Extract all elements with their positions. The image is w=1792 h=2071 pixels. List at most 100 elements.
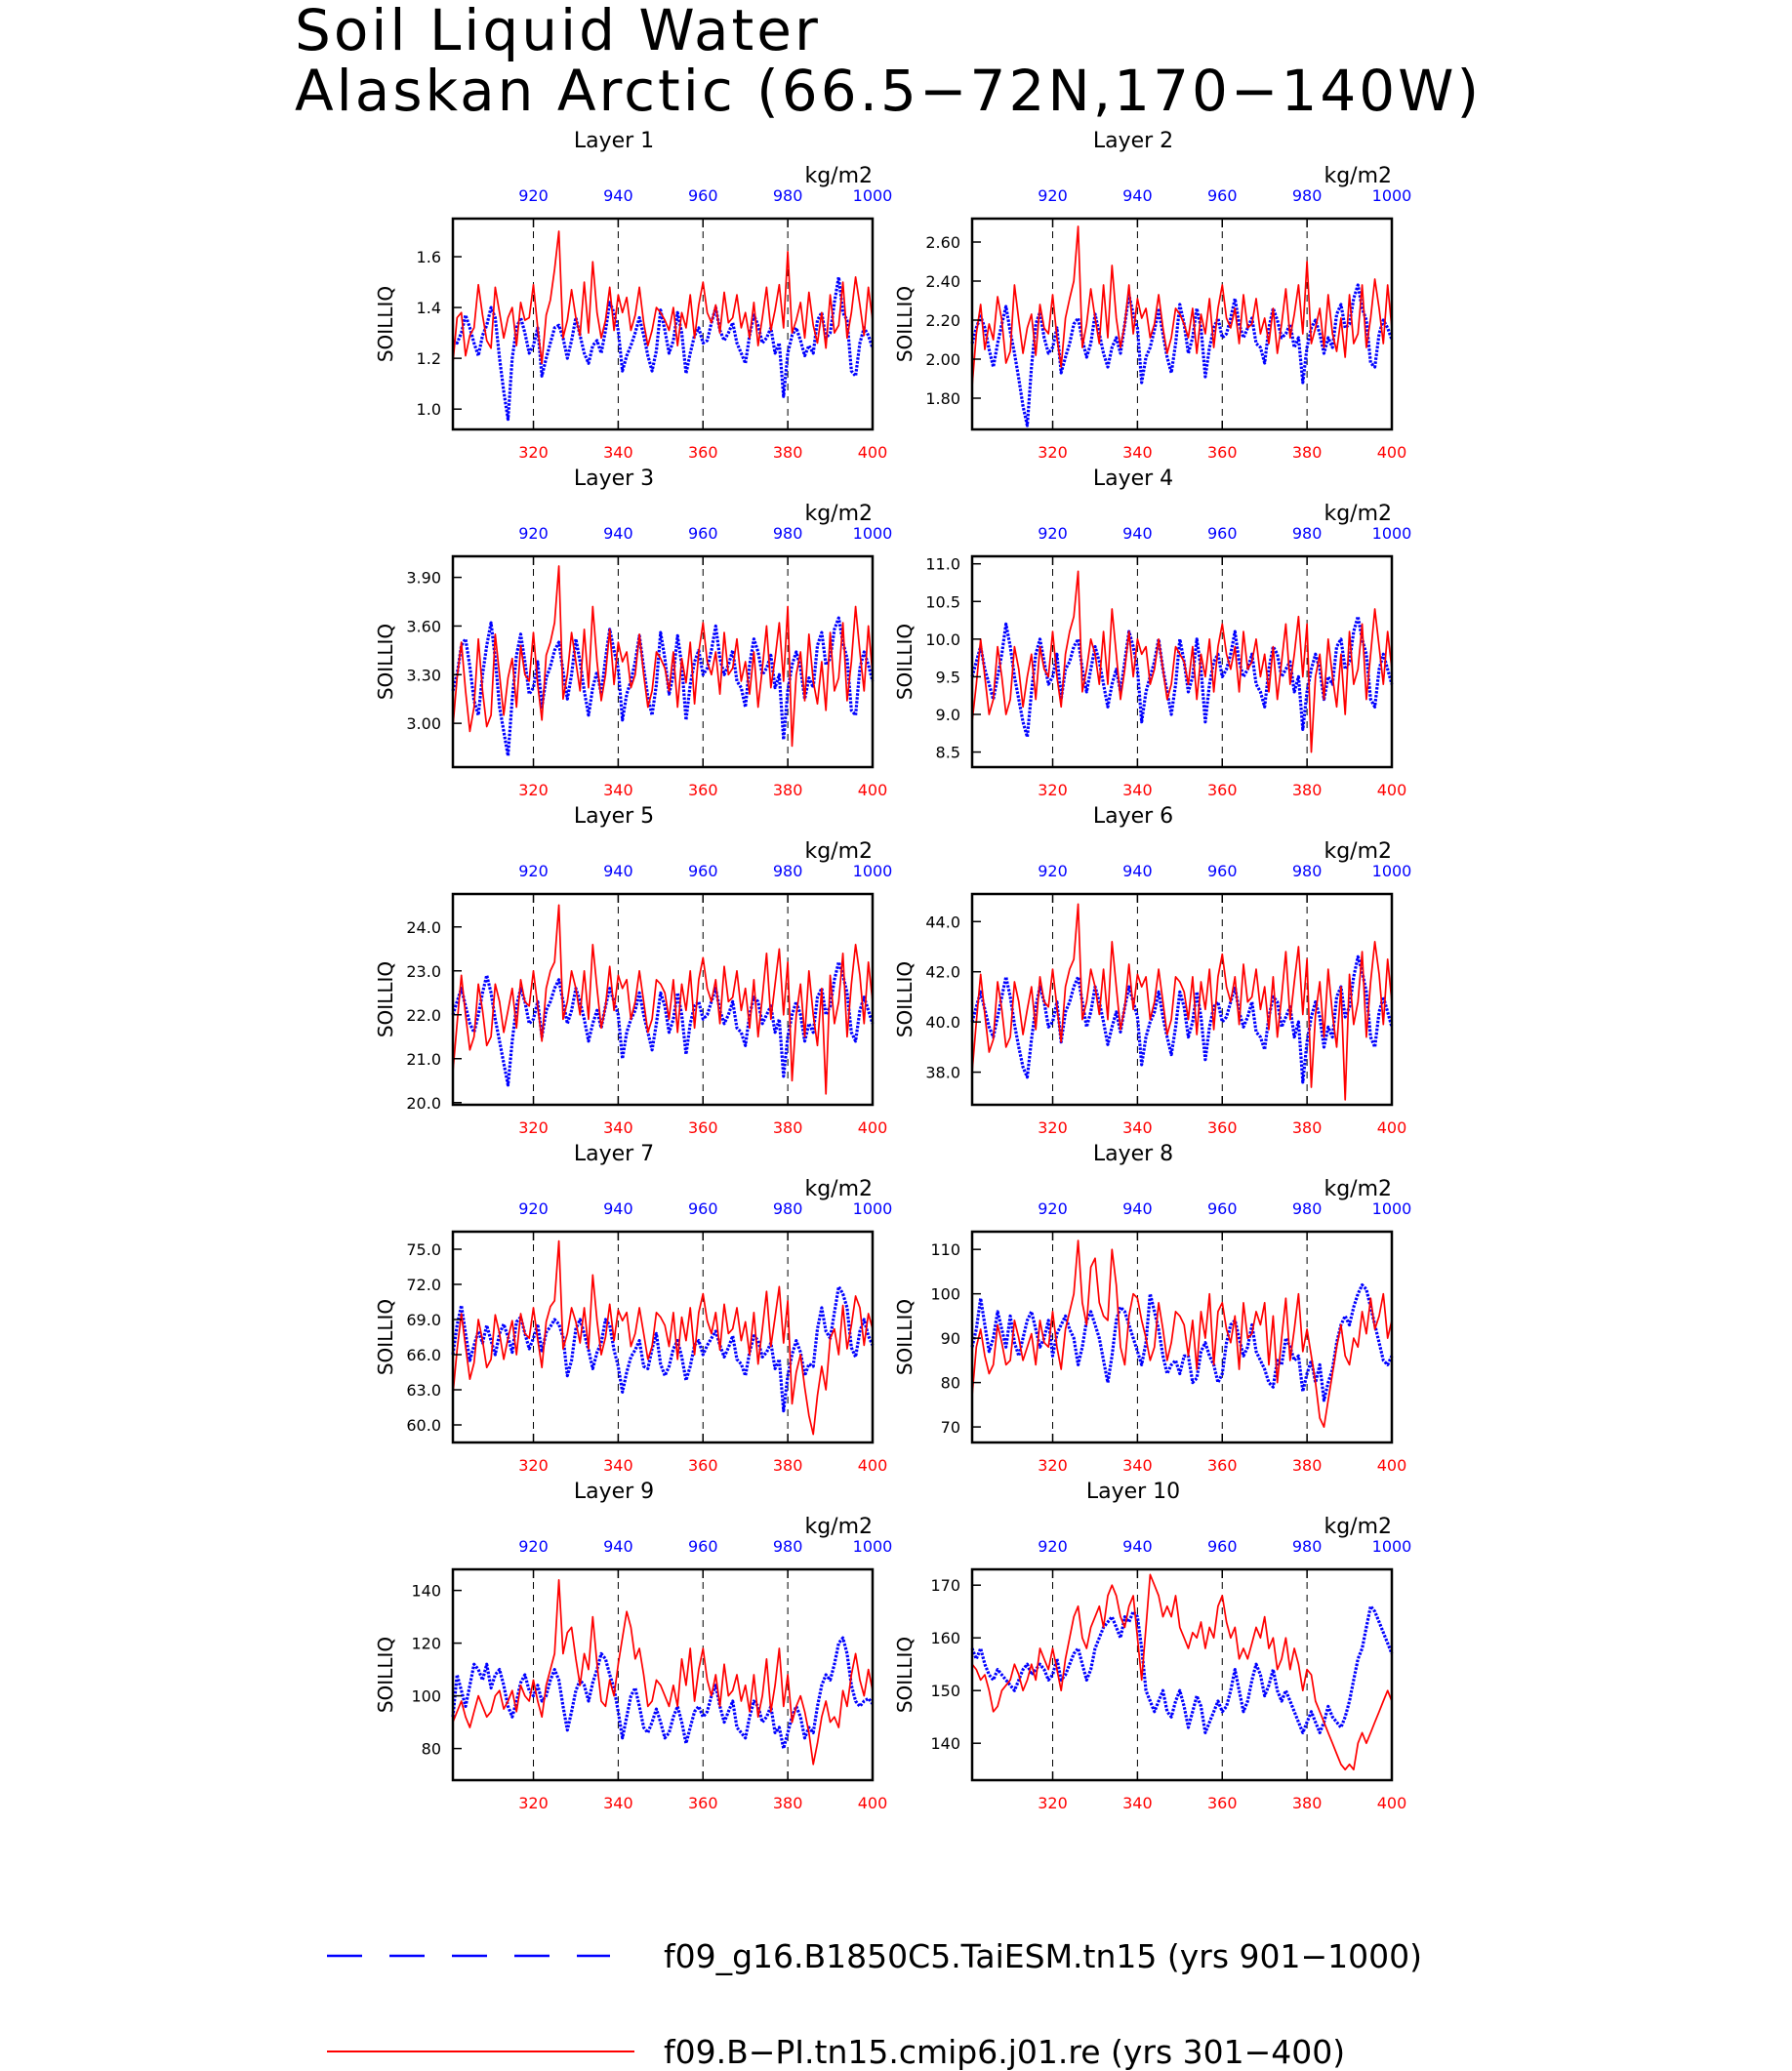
y-tick-label: 24.0 bbox=[406, 918, 441, 937]
x-tick-label-bottom: 320 bbox=[1038, 781, 1068, 799]
x-tick-label-bottom: 380 bbox=[773, 1118, 803, 1137]
x-tick-label-bottom: 380 bbox=[773, 1794, 803, 1812]
panel-title: Layer 8 bbox=[1093, 1142, 1173, 1166]
panel-title: Layer 9 bbox=[574, 1480, 654, 1504]
x-tick-label-bottom: 400 bbox=[1377, 1794, 1407, 1812]
y-tick-label: 2.20 bbox=[925, 311, 960, 330]
plot-frame bbox=[451, 217, 875, 431]
x-tick-label-top: 980 bbox=[773, 1537, 803, 1556]
x-tick-label-top: 920 bbox=[1038, 1199, 1068, 1218]
x-tick-label-bottom: 380 bbox=[1292, 781, 1323, 799]
y-tick-label: 160 bbox=[930, 1629, 960, 1647]
panel-title: Layer 7 bbox=[574, 1142, 654, 1166]
x-tick-label-top: 980 bbox=[773, 524, 803, 543]
x-tick-label-bottom: 400 bbox=[1377, 443, 1407, 462]
plot-frame bbox=[451, 554, 875, 769]
x-tick-label-top: 980 bbox=[1292, 1199, 1323, 1218]
series-line-case1 bbox=[970, 1282, 1394, 1402]
panel-title: Layer 3 bbox=[574, 467, 654, 491]
title-line-2: Alaskan Arctic (66.5−72N,170−140W) bbox=[295, 58, 1483, 124]
x-tick-label-bottom: 320 bbox=[518, 1794, 549, 1812]
x-tick-label-top: 920 bbox=[518, 862, 549, 880]
legend: f09_g16.B1850C5.TaiESM.tn15 (yrs 901−100… bbox=[327, 1937, 1422, 2071]
series-line-case2 bbox=[971, 1573, 1393, 1771]
x-tick-label-bottom: 380 bbox=[773, 781, 803, 799]
panel-layer-8: Layer 8 kg/m2 320 340 360 380 400 920 940 960 980 1… bbox=[893, 1142, 1411, 1475]
x-tick-label-top: 960 bbox=[688, 186, 718, 205]
x-tick-label-bottom: 320 bbox=[518, 443, 549, 462]
y-axis-label: SOILLIQ bbox=[374, 286, 397, 362]
y-tick-label: 150 bbox=[930, 1682, 960, 1700]
y-axis-label: SOILLIQ bbox=[374, 961, 397, 1037]
y-tick-label: 10.0 bbox=[925, 630, 960, 649]
y-axis-label: SOILLIQ bbox=[893, 1299, 916, 1375]
plot-frame bbox=[451, 1567, 875, 1782]
x-tick-label-top: 980 bbox=[1292, 524, 1323, 543]
plot-frame bbox=[970, 1230, 1394, 1444]
x-tick-label-bottom: 400 bbox=[858, 781, 888, 799]
series-line-case2 bbox=[452, 230, 874, 365]
y-axis-label: SOILLIQ bbox=[893, 286, 916, 362]
y-tick-label: 2.60 bbox=[925, 233, 960, 252]
x-tick-label-top: 940 bbox=[603, 186, 633, 205]
panel-layer-4: Layer 4 kg/m2 320 340 360 380 400 920 940 960 980 1… bbox=[893, 467, 1411, 799]
plot-frame bbox=[970, 554, 1394, 769]
y-tick-label: 90 bbox=[941, 1329, 960, 1348]
y-tick-label: 100 bbox=[411, 1687, 441, 1706]
x-tick-label-top: 980 bbox=[773, 186, 803, 205]
x-tick-label-bottom: 360 bbox=[688, 443, 718, 462]
x-tick-label-top: 940 bbox=[603, 1199, 633, 1218]
legend-label-case1: f09_g16.B1850C5.TaiESM.tn15 (yrs 901−100… bbox=[664, 1937, 1422, 1975]
x-tick-label-top: 940 bbox=[1122, 524, 1153, 543]
x-tick-label-top: 1000 bbox=[1372, 1199, 1412, 1218]
y-tick-label: 3.90 bbox=[406, 569, 441, 588]
panel-title: Layer 2 bbox=[1093, 129, 1173, 153]
panel-title: Layer 1 bbox=[574, 129, 654, 153]
panel-layer-10: Layer 10 kg/m2 320 340 360 380 400 920 940 960 980… bbox=[893, 1480, 1411, 1812]
x-tick-label-bottom: 400 bbox=[858, 1456, 888, 1475]
y-tick-label: 1.6 bbox=[417, 248, 441, 266]
x-tick-label-top: 960 bbox=[688, 1537, 718, 1556]
x-tick-label-top: 940 bbox=[1122, 186, 1153, 205]
units-label: kg/m2 bbox=[1324, 1515, 1392, 1539]
plot-frame bbox=[451, 1230, 875, 1444]
units-label: kg/m2 bbox=[804, 164, 873, 188]
units-label: kg/m2 bbox=[804, 1515, 873, 1539]
y-tick-label: 20.0 bbox=[406, 1094, 441, 1113]
y-tick-label: 66.0 bbox=[406, 1346, 441, 1364]
y-tick-label: 1.4 bbox=[417, 299, 441, 317]
y-tick-label: 80 bbox=[941, 1374, 960, 1393]
y-axis-label: SOILLIQ bbox=[374, 624, 397, 700]
y-tick-label: 23.0 bbox=[406, 962, 441, 981]
y-tick-label: 63.0 bbox=[406, 1381, 441, 1400]
units-label: kg/m2 bbox=[804, 1177, 873, 1201]
title-line-1: Soil Liquid Water bbox=[295, 0, 821, 63]
x-tick-label-top: 980 bbox=[1292, 186, 1323, 205]
legend-label-case2: f09.B−PI.tn15.cmip6.j01.re (yrs 301−400) bbox=[664, 2033, 1345, 2071]
y-tick-label: 42.0 bbox=[925, 963, 960, 982]
y-tick-label: 170 bbox=[930, 1576, 960, 1595]
y-tick-label: 2.40 bbox=[925, 272, 960, 291]
series-line-case2 bbox=[452, 1578, 874, 1766]
series-line-case2 bbox=[971, 1239, 1393, 1428]
x-tick-label-top: 1000 bbox=[1372, 186, 1412, 205]
x-tick-label-top: 920 bbox=[518, 186, 549, 205]
panel-layer-9: Layer 9 kg/m2 320 340 360 380 400 920 940 960 980 1… bbox=[374, 1480, 892, 1812]
series-line-case1 bbox=[451, 1636, 875, 1751]
x-tick-label-bottom: 360 bbox=[1207, 1118, 1238, 1137]
x-tick-label-top: 960 bbox=[1207, 1537, 1238, 1556]
x-tick-label-bottom: 360 bbox=[688, 781, 718, 799]
x-tick-label-top: 1000 bbox=[1372, 862, 1412, 880]
x-tick-label-bottom: 320 bbox=[1038, 1794, 1068, 1812]
x-tick-label-bottom: 400 bbox=[858, 1794, 888, 1812]
series-line-case1 bbox=[451, 1284, 875, 1413]
x-tick-label-bottom: 340 bbox=[603, 1456, 633, 1475]
plot-frame bbox=[970, 217, 1394, 431]
series-line-case1 bbox=[970, 615, 1394, 739]
x-tick-label-bottom: 340 bbox=[1122, 443, 1153, 462]
y-tick-label: 22.0 bbox=[406, 1006, 441, 1025]
y-tick-label: 100 bbox=[930, 1285, 960, 1304]
y-tick-label: 110 bbox=[930, 1240, 960, 1259]
x-tick-label-bottom: 320 bbox=[1038, 1456, 1068, 1475]
units-label: kg/m2 bbox=[1324, 502, 1392, 526]
